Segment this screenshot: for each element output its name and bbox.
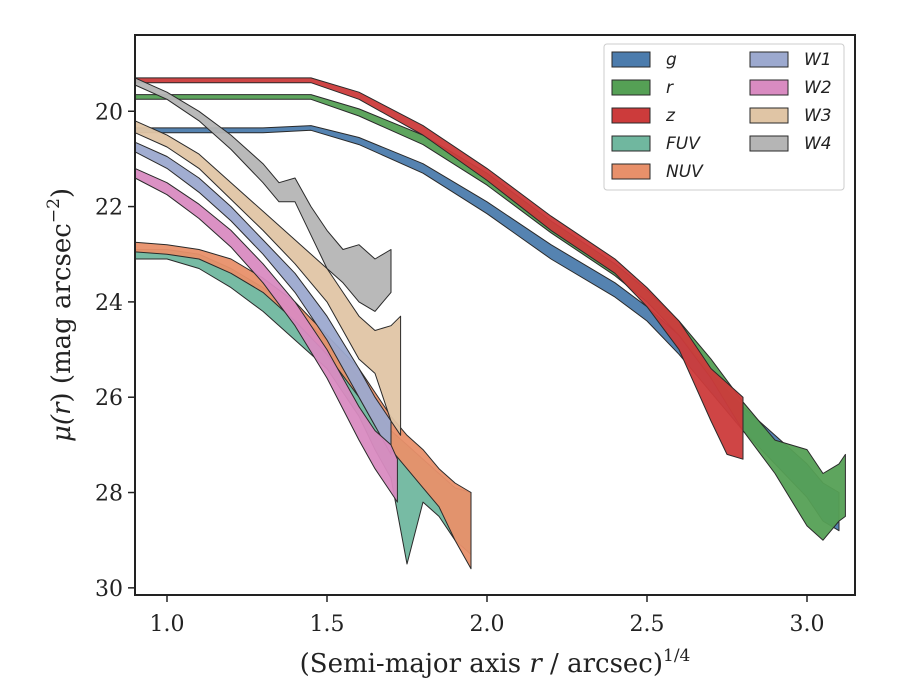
series-band-w2: [134, 167, 398, 503]
x-tick-label: 1.0: [150, 612, 185, 637]
y-tick-label: 20: [95, 100, 123, 125]
legend-label-z: z: [665, 106, 676, 126]
legend-swatch-w3: [749, 107, 789, 124]
series-band-z: [134, 77, 744, 460]
y-axis-title: μ(r) (mag arcsec−2): [44, 188, 77, 442]
y-tick-label: 30: [95, 577, 123, 602]
legend-swatch-r: [611, 79, 651, 96]
legend-label-fuv: FUV: [666, 134, 701, 154]
legend: grz FUV NUV W1 W2 W3 W4: [603, 43, 845, 191]
x-tick-label: 3.0: [790, 612, 825, 637]
x-axis: 1.0 1.5 2.0 2.5 3.0: [150, 595, 825, 637]
y-tick-label: 24: [95, 291, 123, 316]
series-band-w4: [134, 77, 392, 312]
legend-swatch-g: [611, 51, 651, 68]
legend-label-r: r: [666, 78, 674, 98]
legend-swatch-w1: [749, 51, 789, 68]
x-tick-label: 1.5: [310, 612, 345, 637]
legend-swatch-z: [611, 107, 651, 124]
y-tick-label: 26: [95, 386, 123, 411]
legend-label-w3: W3: [804, 106, 832, 126]
x-tick-label: 2.5: [630, 612, 665, 637]
legend-swatch-fuv: [611, 135, 651, 152]
legend-swatch-w2: [749, 79, 789, 96]
plot-frame: [134, 34, 856, 596]
series-areas: [134, 77, 846, 570]
x-tick-label: 2.0: [470, 612, 505, 637]
y-axis: 20 22 24 26 28 30: [95, 100, 135, 602]
legend-label-w4: W4: [804, 134, 832, 154]
legend-label-w2: W2: [804, 78, 832, 98]
legend-swatch-w4: [749, 135, 789, 152]
x-axis-title: (Semi-major axis r / arcsec)1/4: [300, 646, 691, 679]
series-band-g: [134, 125, 840, 532]
y-tick-label: 28: [95, 482, 123, 507]
legend-label-g: g: [666, 50, 677, 70]
legend-swatch-nuv: [611, 163, 651, 180]
y-tick-label: 22: [95, 196, 123, 221]
series-band-w3: [134, 120, 402, 436]
legend-label-nuv: NUV: [666, 162, 704, 182]
legend-label-w1: W1: [804, 50, 832, 70]
